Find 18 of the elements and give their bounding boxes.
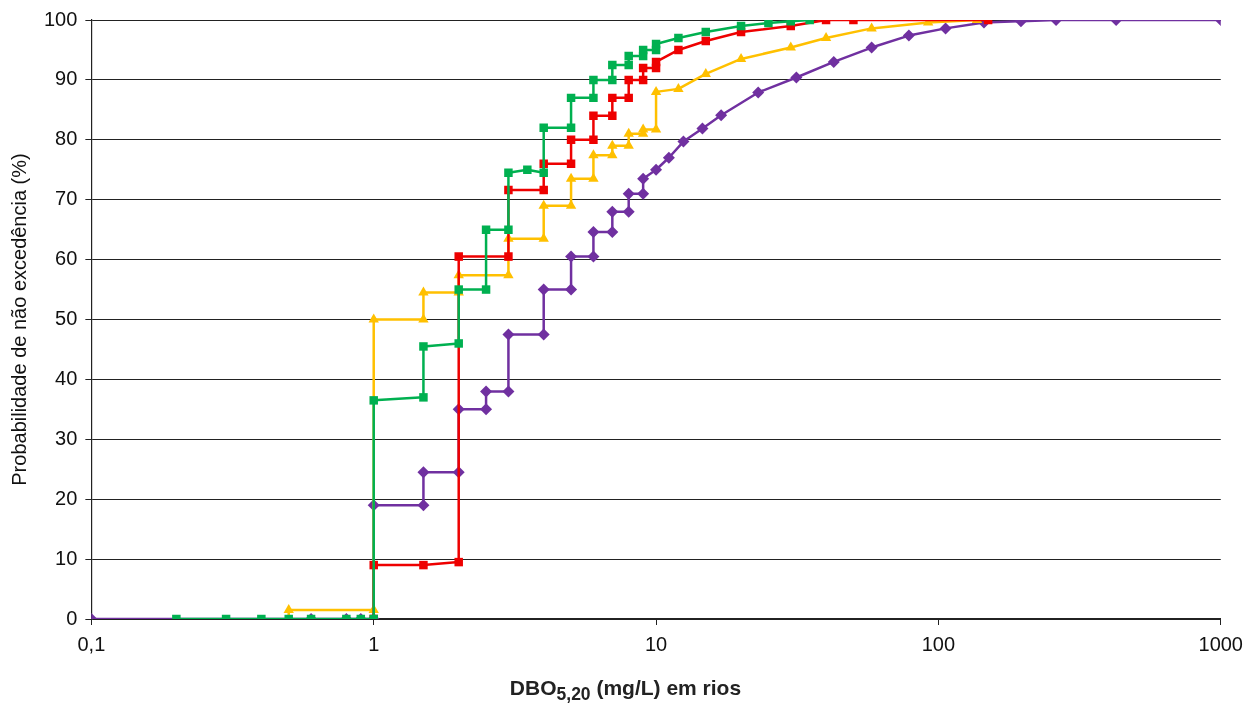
y-tick-label: 50	[55, 307, 78, 330]
x-tick-label: 100	[921, 632, 956, 655]
y-tick-label: 70	[55, 187, 78, 210]
y-tick-label: 100	[43, 7, 78, 30]
y-tick-label: 80	[55, 127, 78, 150]
x-tick-label: 1000	[1198, 632, 1243, 655]
x-tick-label: 10	[644, 632, 668, 655]
y-axis-title: Probabilidade de não excedência (%)	[7, 153, 30, 486]
y-tick-label: 20	[55, 486, 78, 509]
y-tick-label: 10	[55, 546, 78, 569]
y-tick-label: 30	[55, 426, 78, 449]
x-axis-title: DBO$_{5,20}$ (mg/L) em rios	[508, 676, 743, 706]
x-tick-label: 1	[368, 632, 380, 655]
y-tick-label: 90	[55, 67, 78, 90]
y-tick-label: 60	[55, 247, 78, 270]
y-tick-label: 0	[66, 606, 78, 629]
y-tick-label: 40	[55, 366, 78, 389]
x-tick-label: 0,1	[77, 632, 106, 655]
